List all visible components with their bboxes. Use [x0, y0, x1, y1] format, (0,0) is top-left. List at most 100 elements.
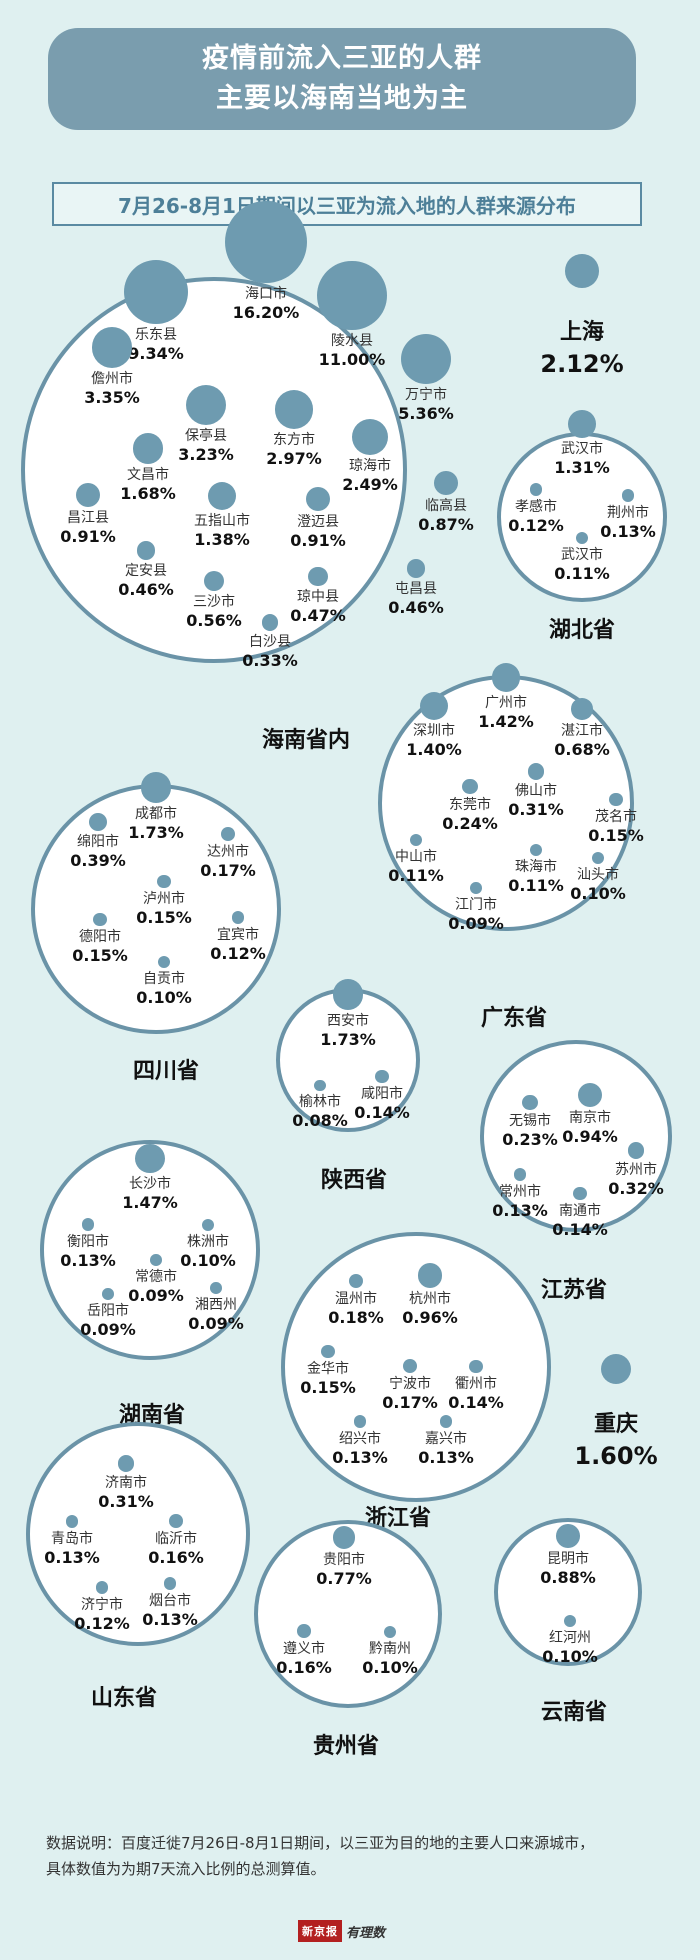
city-value: 0.11% — [508, 876, 564, 895]
city-label: 济南市 0.31% — [98, 1474, 154, 1512]
bubble-e58d97e9809ae5b882 — [573, 1186, 587, 1200]
city-label: 临沂市 0.16% — [148, 1530, 204, 1568]
bubble-e6a686e69e97e5b882 — [314, 1079, 326, 1091]
city-name: 湛江市 — [560, 723, 603, 739]
city-value: 0.12% — [74, 1614, 130, 1633]
header-title-line2: 主要以海南当地为主 — [216, 83, 468, 114]
city-label: 榆林市 0.08% — [292, 1093, 348, 1131]
city-name: 济宁市 — [80, 1597, 123, 1613]
city-value: 0.87% — [418, 515, 474, 534]
city-value: 0.09% — [128, 1286, 184, 1305]
city-label: 宁波市 0.17% — [382, 1375, 438, 1413]
city-name: 昆明市 — [546, 1551, 589, 1567]
city-label: 株洲市 0.10% — [180, 1233, 236, 1271]
province-title: 贵州省 — [312, 1734, 380, 1759]
city-value: 0.09% — [448, 914, 504, 933]
city-name: 成都市 — [134, 806, 177, 822]
city-value: 0.10% — [136, 988, 192, 1007]
city-name: 中山市 — [394, 849, 437, 865]
bubble-e6b3b8e5b79ee5b882 — [157, 874, 171, 888]
city-name: 荆州市 — [606, 505, 649, 521]
city-name: 孝感市 — [514, 499, 557, 515]
bubble-e592b8e998b3e5b882 — [375, 1069, 389, 1083]
province-title: 四川省 — [132, 1059, 200, 1084]
bubble-e6b195e5a4b4e5b882 — [591, 851, 604, 864]
city-name: 澄迈县 — [296, 514, 339, 530]
city-label: 深圳市 1.40% — [406, 722, 462, 760]
bubble-e7baa2e6b2b3e5b79e — [563, 1614, 576, 1627]
city-value: 0.11% — [554, 564, 610, 583]
city-label: 烟台市 0.13% — [142, 1592, 198, 1630]
city-label: 东莞市 0.24% — [442, 796, 498, 834]
city-value: 0.09% — [80, 1320, 136, 1339]
footnote-line2: 具体数值为为期7天流入比例的总测算值。 — [46, 1860, 326, 1878]
city-value: 11.00% — [318, 350, 386, 369]
bubble-e9878de5ba86 — [600, 1353, 631, 1384]
bubble-e5ae9ce5aebee5b882 — [231, 911, 245, 924]
province-circle — [480, 1040, 672, 1232]
province-title: 山东省 — [90, 1686, 158, 1711]
city-name: 茂名市 — [594, 809, 637, 825]
city-label: 湛江市 0.68% — [554, 722, 610, 760]
city-name: 乐东县 — [134, 327, 177, 343]
city-value: 0.10% — [362, 1658, 418, 1677]
city-value: 3.23% — [178, 445, 234, 464]
bubble-e6988ce6b19fe58ebf — [75, 482, 101, 507]
city-name: 自贡市 — [142, 971, 185, 987]
city-name: 陵水县 — [330, 333, 373, 349]
bubble-e6b998e8a5bfe5b79e — [210, 1282, 222, 1294]
city-value: 0.39% — [70, 851, 126, 870]
city-name: 海口市 — [244, 286, 287, 302]
bubble-e6b19fe997a8e5b882 — [470, 882, 482, 894]
bubble-e5b8b8e5beb7e5b882 — [150, 1254, 162, 1266]
city-value: 0.14% — [354, 1103, 410, 1122]
city-value: 3.35% — [84, 388, 140, 407]
bubble-e78fa0e6b5b7e5b882 — [529, 843, 543, 856]
province-title: 广东省 — [480, 1006, 548, 1031]
header-banner: 疫情前流入三亚的人群 主要以海南当地为主 — [48, 28, 636, 130]
city-name: 榆林市 — [298, 1094, 341, 1110]
city-value: 0.13% — [60, 1251, 116, 1270]
city-label: 中山市 0.11% — [388, 848, 444, 886]
city-label: 德阳市 0.15% — [72, 928, 128, 966]
city-name: 达州市 — [206, 844, 249, 860]
city-value: 1.60% — [574, 1442, 658, 1470]
city-value: 0.46% — [388, 598, 444, 617]
bubble-e5b8b8e5b79ee5b882 — [513, 1168, 527, 1181]
city-name: 湘西州 — [194, 1297, 237, 1313]
city-value: 0.17% — [382, 1393, 438, 1412]
city-value: 0.12% — [508, 516, 564, 535]
city-label: 无锡市 0.23% — [502, 1112, 558, 1150]
city-label: 临高县 0.87% — [418, 497, 474, 535]
city-name: 岳阳市 — [86, 1303, 129, 1319]
bubble-e68890e983bde5b882 — [140, 772, 172, 803]
city-label: 衡阳市 0.13% — [60, 1233, 116, 1271]
city-value: 1.47% — [122, 1193, 178, 1212]
city-label: 杭州市 0.96% — [402, 1290, 458, 1328]
city-value: 0.08% — [292, 1111, 348, 1130]
city-name: 烟台市 — [148, 1593, 191, 1609]
bubble-e887aae8b4a1e5b882 — [157, 955, 170, 968]
city-value: 0.88% — [540, 1568, 596, 1587]
bubble-e88d86e5b79ee5b882 — [621, 489, 635, 502]
city-label: 琼中县 0.47% — [290, 588, 346, 626]
city-label: 绍兴市 0.13% — [332, 1430, 388, 1468]
bubble-e5beb7e998b3e5b882 — [93, 912, 107, 926]
city-label: 武汉市 1.31% — [554, 440, 610, 478]
bubble-e4b8b4e9ab98e58ebf — [434, 471, 458, 495]
city-label: 昌江县 0.91% — [60, 509, 116, 547]
city-name: 临高县 — [424, 498, 467, 514]
city-name: 珠海市 — [514, 859, 557, 875]
city-name: 万宁市 — [404, 387, 447, 403]
bubble-e59889e585b4e5b882 — [439, 1415, 453, 1428]
city-value: 0.13% — [332, 1448, 388, 1467]
footnote: 数据说明：百度迁徙7月26日-8月1日期间，以三亚为目的地的主要人口来源城市， … — [46, 1830, 666, 1882]
city-name: 衢州市 — [454, 1376, 497, 1392]
city-name: 西安市 — [326, 1013, 369, 1029]
footnote-line1: 数据说明：百度迁徙7月26日-8月1日期间，以三亚为目的地的主要人口来源城市， — [46, 1834, 595, 1852]
city-value: 0.94% — [562, 1127, 618, 1146]
city-label: 南通市 0.14% — [552, 1202, 608, 1240]
bubble-e5ad9de6849fe5b882 — [529, 483, 543, 496]
city-label: 琼海市 2.49% — [342, 457, 398, 495]
bubble-e995bfe6b299e5b882 — [135, 1143, 165, 1173]
